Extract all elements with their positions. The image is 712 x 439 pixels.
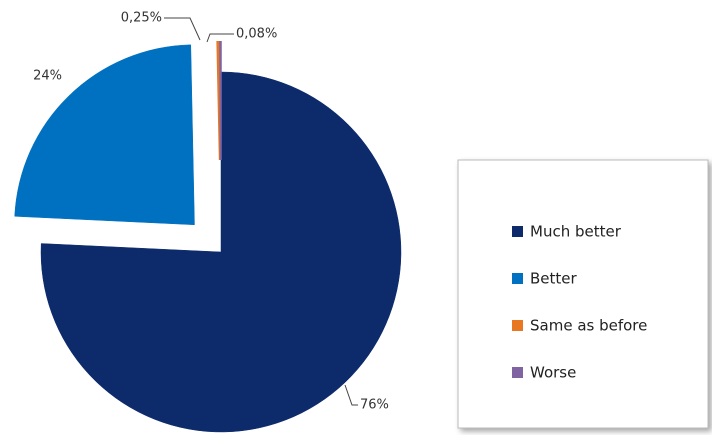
pie-slice [14, 44, 195, 226]
legend-swatch [512, 367, 523, 378]
data-label: 24% [33, 69, 62, 84]
legend-box [457, 159, 709, 429]
legend-label: Worse [530, 364, 576, 382]
legend-swatch [512, 273, 523, 284]
legend-label: Much better [530, 223, 622, 241]
pie-slice [219, 41, 222, 161]
legend-swatch [512, 320, 523, 331]
leader-line [164, 17, 201, 41]
data-label: 0,25% [121, 11, 162, 26]
leader-line [344, 384, 358, 406]
data-label: 0,08% [236, 27, 277, 42]
legend-swatch [512, 226, 523, 237]
legend-label: Better [530, 270, 578, 288]
legend-label: Same as before [530, 317, 647, 335]
leader-line [206, 33, 234, 43]
pie-slice [40, 71, 402, 433]
data-label: 76% [360, 398, 389, 413]
